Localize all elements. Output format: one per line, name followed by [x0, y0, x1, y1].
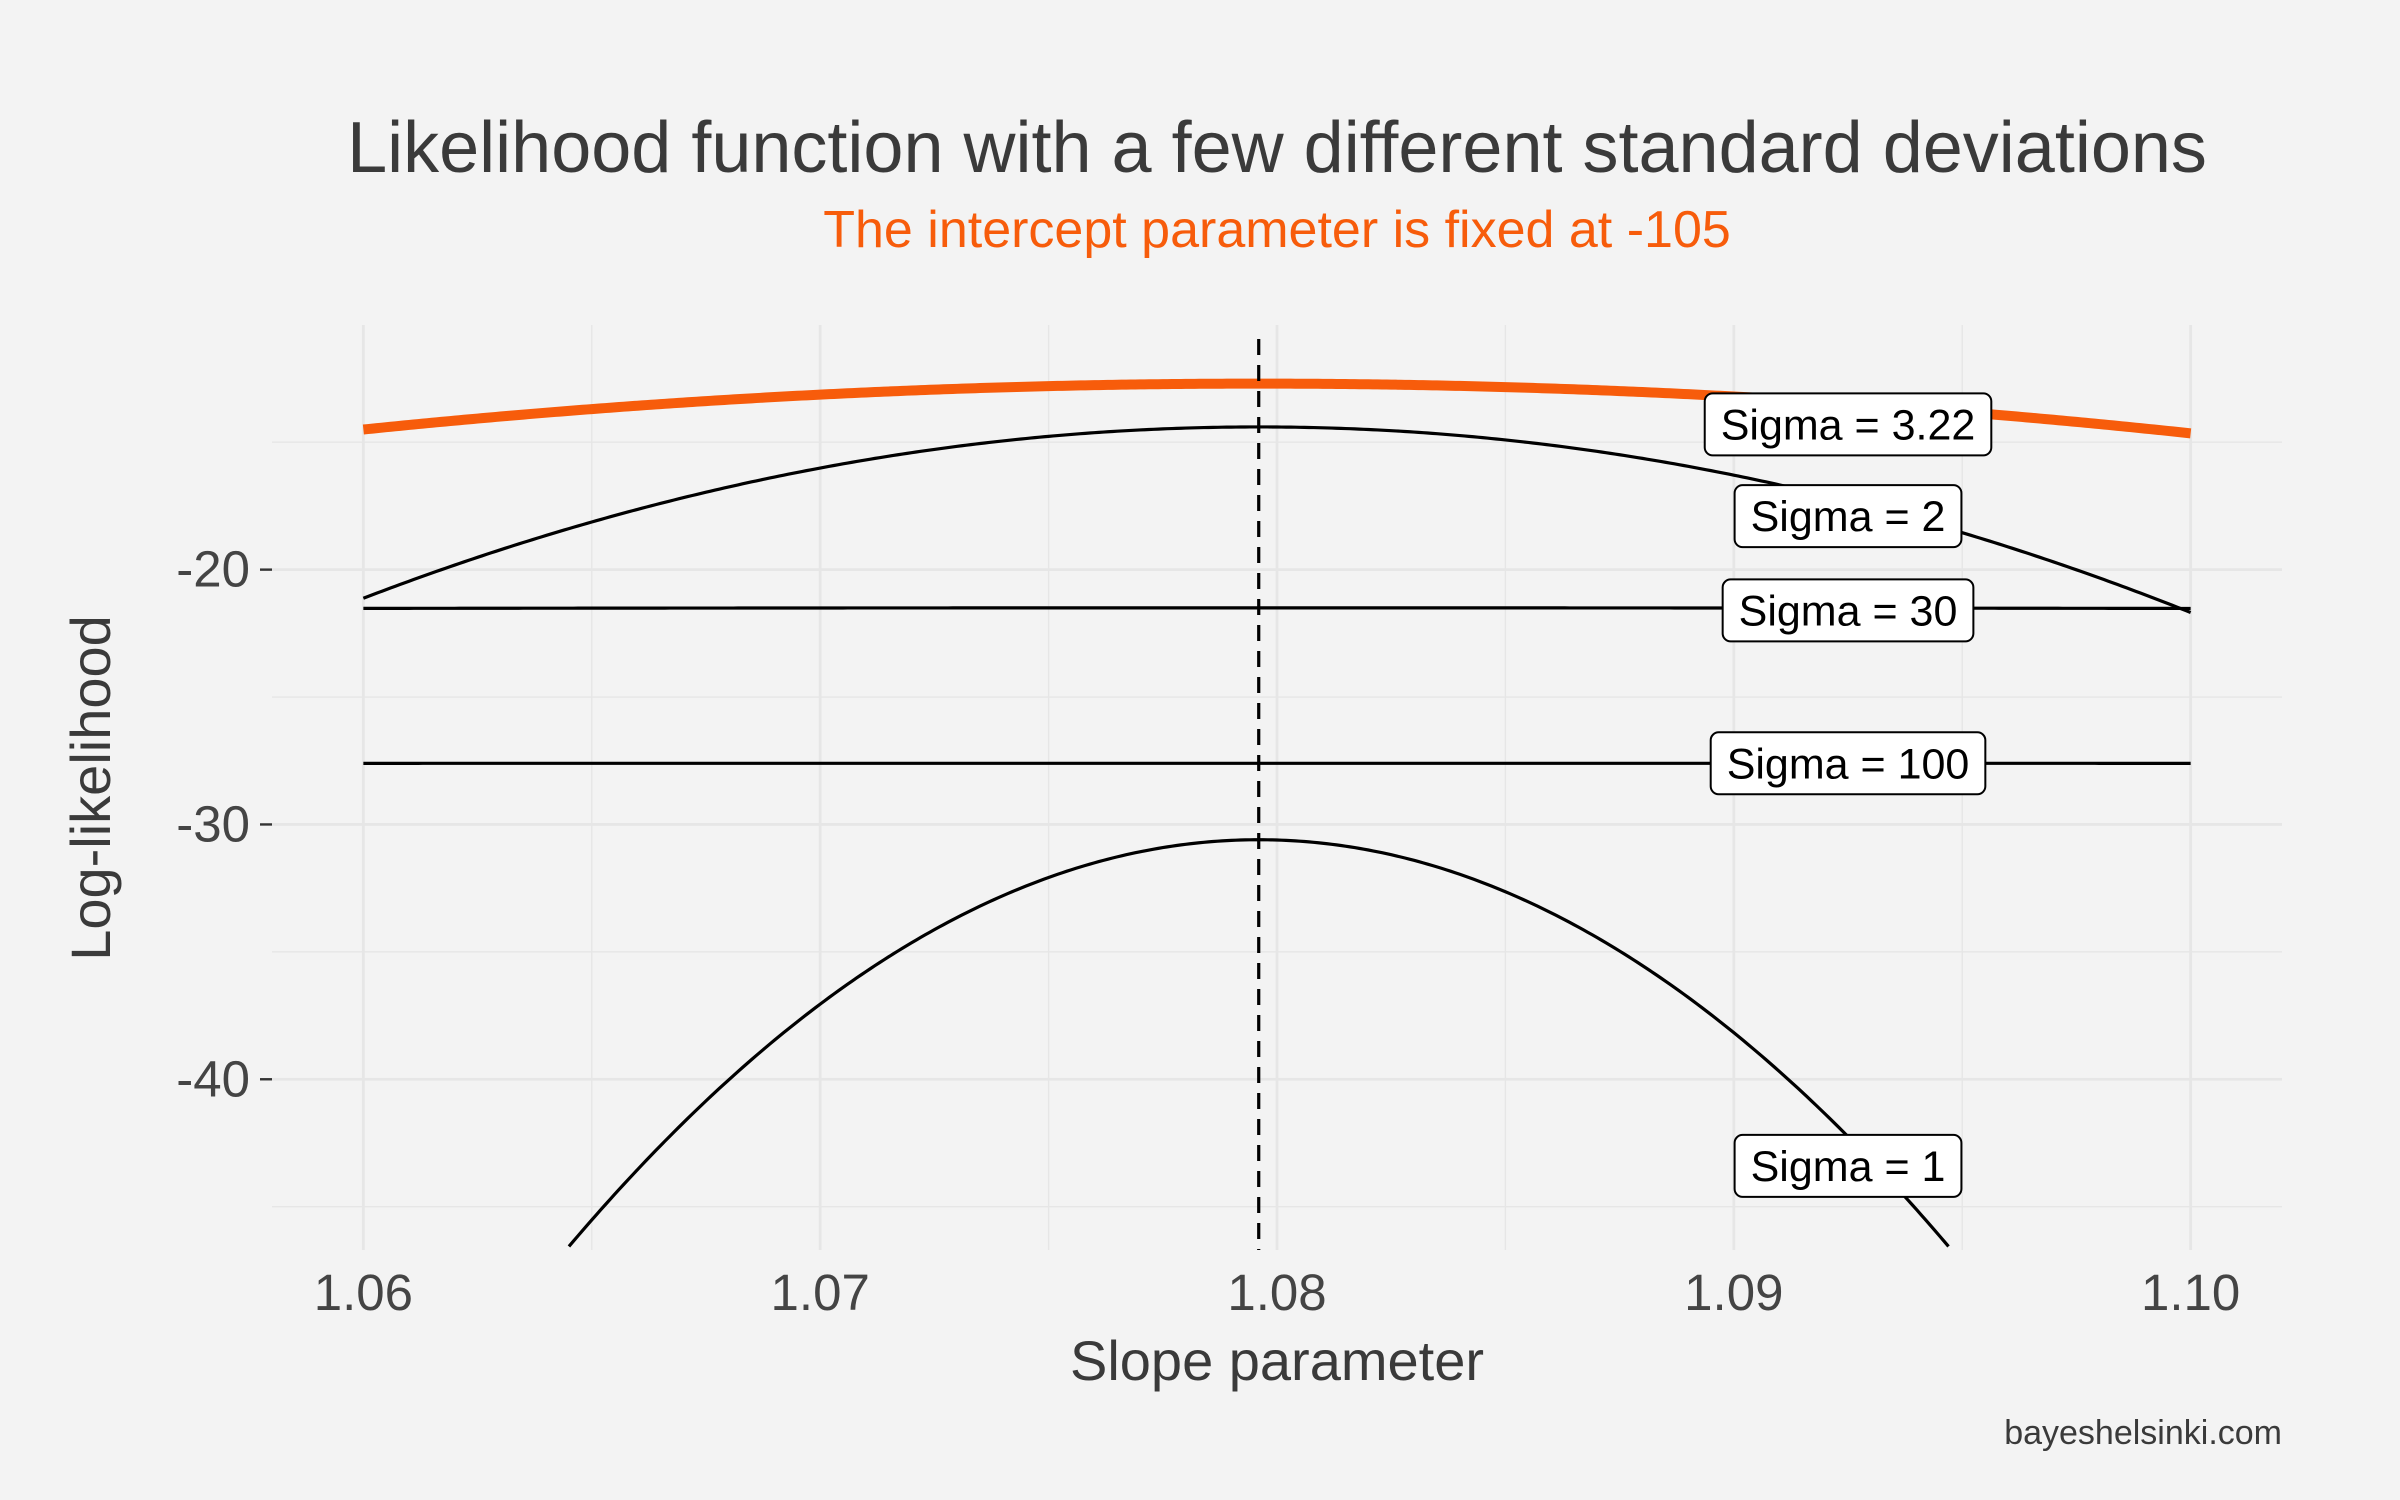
chart-subtitle: The intercept parameter is fixed at -105: [823, 201, 1731, 259]
x-axis-ticks: 1.06 1.07 1.08 1.09 1.10: [314, 1264, 2241, 1321]
x-tick-label: 1.06: [314, 1264, 413, 1321]
label-text: Sigma = 1: [1751, 1143, 1946, 1191]
series-label-sigma-1: Sigma = 1: [1733, 1133, 1963, 1198]
label-text: Sigma = 100: [1727, 740, 1970, 788]
x-tick-label: 1.07: [771, 1264, 870, 1321]
series-label-sigma-2: Sigma = 2: [1733, 484, 1963, 549]
series-label-sigma-30: Sigma = 30: [1721, 578, 1975, 643]
y-axis-label: Log-likelihood: [59, 615, 122, 961]
label-box: [1733, 484, 1963, 549]
y-tick-label: -20: [176, 541, 250, 598]
y-tick-label: -40: [176, 1050, 250, 1107]
series-label-sigma-3-22: Sigma = 3.22: [1703, 392, 1993, 457]
x-tick-label: 1.10: [2141, 1264, 2240, 1321]
caption: bayeshelsinki.com: [2004, 1414, 2282, 1452]
x-axis-label: Slope parameter: [1070, 1329, 1484, 1392]
x-tick-label: 1.09: [1684, 1264, 1783, 1321]
series-label-sigma-100: Sigma = 100: [1709, 731, 1987, 796]
label-text: Sigma = 30: [1739, 587, 1958, 635]
label-box: [1721, 578, 1975, 643]
label-box: [1733, 1133, 1963, 1198]
y-tick-label: -30: [176, 795, 250, 852]
y-axis-ticks: -20 -30 -40: [176, 541, 272, 1107]
label-box: [1703, 392, 1993, 457]
chart-title: Likelihood function with a few different…: [347, 108, 2207, 188]
x-tick-label: 1.08: [1227, 1264, 1326, 1321]
label-text: Sigma = 3.22: [1721, 401, 1976, 449]
label-text: Sigma = 2: [1751, 493, 1946, 541]
label-box: [1709, 731, 1987, 796]
grid-major: [272, 325, 2282, 1250]
series-labels: Sigma = 3.22 Sigma = 2 Sigma = 30 Sigma = 1…: [1703, 392, 1993, 1198]
